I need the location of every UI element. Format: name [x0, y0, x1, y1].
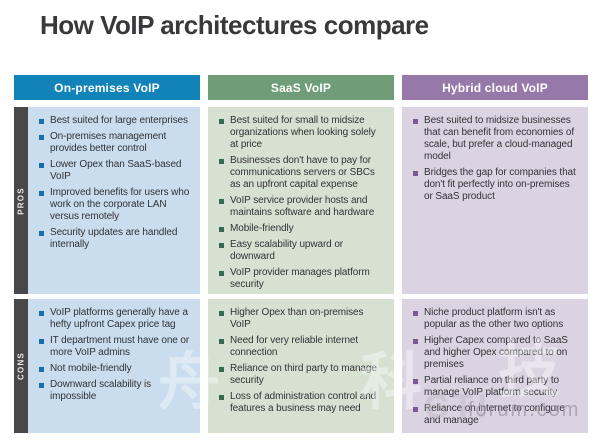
pros-list-on-premises: Best suited for large enterprises On-pre… [14, 107, 200, 251]
list-item: VoIP service provider hosts and maintain… [218, 195, 386, 219]
list-item: Loss of administration control and featu… [218, 391, 386, 415]
list-item: Reliance on third party to manage securi… [218, 363, 386, 387]
list-item: IT department must have one or more VoIP… [38, 335, 192, 359]
list-item: Security updates are handled internally [38, 227, 192, 251]
column-hybrid: Hybrid cloud VoIP Best suited to midsize… [402, 75, 588, 433]
list-item: Higher Opex than on-premises VoIP [218, 307, 386, 331]
pros-row-label-bar: PROS [14, 107, 28, 294]
column-header-hybrid: Hybrid cloud VoIP [402, 75, 588, 100]
column-saas: SaaS VoIP Best suited for small to midsi… [208, 75, 394, 433]
list-item: On-premises management provides better c… [38, 131, 192, 155]
cons-row-label-bar: CONS [14, 299, 28, 433]
list-item: Best suited for small to midsize organiz… [218, 115, 386, 151]
comparison-table: On-premises VoIP PROS Best suited for la… [14, 75, 588, 433]
column-header-on-premises: On-premises VoIP [14, 75, 200, 100]
pros-cell-saas: Best suited for small to midsize organiz… [208, 107, 394, 294]
list-item: Reliance on internet to configure and ma… [412, 403, 580, 427]
page-title: How VoIP architectures compare [40, 10, 429, 40]
list-item: VoIP provider manages platform security [218, 267, 386, 291]
list-item: Best suited to midsize businesses that c… [412, 115, 580, 163]
cons-row-label: CONS [16, 352, 26, 380]
cons-list-saas: Higher Opex than on-premises VoIP Need f… [208, 299, 394, 415]
cons-cell-on-premises: CONS VoIP platforms generally have a hef… [14, 299, 200, 433]
pros-row-label: PROS [16, 186, 26, 215]
pros-list-hybrid: Best suited to midsize businesses that c… [402, 107, 588, 203]
list-item: Partial reliance on third party to manag… [412, 375, 580, 399]
column-header-saas: SaaS VoIP [208, 75, 394, 100]
list-item: Businesses don't have to pay for communi… [218, 155, 386, 191]
list-item: Bridges the gap for companies that don't… [412, 167, 580, 203]
list-item: Niche product platform isn't as popular … [412, 307, 580, 331]
list-item: Need for very reliable internet connecti… [218, 335, 386, 359]
list-item: VoIP platforms generally have a hefty up… [38, 307, 192, 331]
cons-list-hybrid: Niche product platform isn't as popular … [402, 299, 588, 427]
column-on-premises: On-premises VoIP PROS Best suited for la… [14, 75, 200, 433]
cons-cell-saas: Higher Opex than on-premises VoIP Need f… [208, 299, 394, 433]
list-item: Not mobile-friendly [38, 363, 192, 375]
pros-list-saas: Best suited for small to midsize organiz… [208, 107, 394, 291]
list-item: Best suited for large enterprises [38, 115, 192, 127]
list-item: Higher Capex compared to SaaS and higher… [412, 335, 580, 371]
cons-cell-hybrid: Niche product platform isn't as popular … [402, 299, 588, 433]
cons-list-on-premises: VoIP platforms generally have a hefty up… [14, 299, 200, 403]
list-item: Improved benefits for users who work on … [38, 187, 192, 223]
list-item: Easy scalability upward or downward [218, 239, 386, 263]
list-item: Downward scalability is impossible [38, 379, 192, 403]
list-item: Lower Opex than SaaS-based VoIP [38, 159, 192, 183]
pros-cell-on-premises: PROS Best suited for large enterprises O… [14, 107, 200, 294]
list-item: Mobile-friendly [218, 223, 386, 235]
pros-cell-hybrid: Best suited to midsize businesses that c… [402, 107, 588, 294]
